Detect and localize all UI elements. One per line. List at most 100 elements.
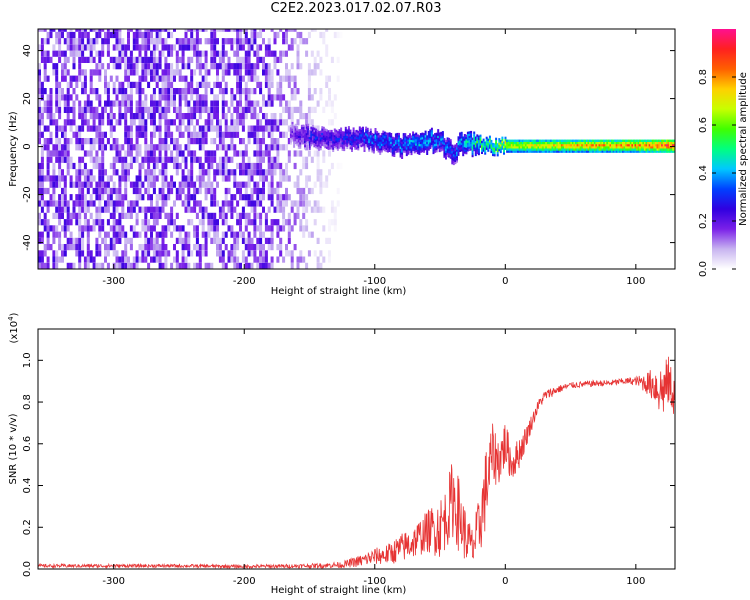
ridge-pixel [419, 133, 422, 136]
ridge-pixel [300, 129, 303, 132]
noise-pixel [118, 181, 122, 188]
ridge-pixel [474, 153, 477, 157]
ridge-pixel [424, 143, 427, 146]
noise-pixel [193, 262, 197, 269]
ridge-pixel [515, 150, 518, 153]
noise-pixel [195, 119, 199, 126]
ridge-pixel [556, 139, 559, 142]
noise-pixel [175, 212, 179, 219]
ridge-pixel [360, 144, 363, 148]
noise-pixel [244, 100, 248, 107]
ridge-pixel [437, 146, 440, 149]
ridge-pixel [374, 138, 377, 142]
noise-pixel [135, 100, 139, 107]
noise-pixel [218, 50, 222, 57]
noise-pixel [201, 212, 205, 219]
ridge-pixel [332, 145, 335, 148]
ridge-pixel [329, 136, 332, 139]
noise-pixel [147, 250, 151, 257]
noise-pixel [63, 94, 67, 101]
noise-pixel [250, 44, 254, 51]
ridge-pixel [362, 131, 364, 134]
noise-pixel [198, 38, 202, 45]
ridge-pixel [377, 132, 380, 136]
noise-pixel [216, 250, 219, 257]
ridge-pixel [465, 139, 468, 142]
noise-pixel [299, 38, 303, 45]
noise-pixel [155, 56, 159, 63]
noise-pixel [195, 50, 199, 57]
ridge-pixel [517, 141, 520, 145]
noise-pixel [98, 100, 102, 107]
ridge-pixel [293, 143, 296, 146]
noise-pixel [170, 219, 174, 226]
noise-pixel [173, 138, 176, 145]
noise-pixel [170, 69, 174, 76]
ridge-pixel [645, 144, 648, 147]
noise-pixel [152, 244, 156, 251]
noise-pixel [285, 38, 288, 45]
noise-pixel [307, 113, 311, 120]
noise-pixel [167, 194, 171, 201]
noise-pixel [109, 106, 113, 113]
noise-pixel [307, 31, 311, 39]
noise-pixel [61, 169, 64, 176]
ridge-pixel [549, 150, 552, 153]
noise-pixel [38, 200, 41, 207]
noise-pixel [115, 256, 119, 263]
ridge-pixel [615, 141, 618, 145]
ridge-pixel [319, 137, 322, 140]
noise-pixel [150, 63, 153, 70]
noise-pixel [118, 113, 122, 120]
noise-pixel [132, 225, 136, 232]
ridge-pixel [302, 141, 305, 145]
noise-pixel [129, 63, 133, 70]
ridge-pixel [510, 141, 513, 145]
ridge-pixel [462, 151, 465, 154]
noise-pixel [227, 206, 231, 213]
noise-pixel [150, 100, 153, 107]
noise-pixel [175, 125, 179, 132]
ridge-pixel [614, 148, 617, 151]
noise-pixel [173, 144, 176, 151]
ridge-pixel [673, 139, 675, 142]
noise-pixel [83, 262, 87, 269]
noise-pixel [164, 63, 168, 70]
ridge-pixel [537, 144, 540, 147]
ridge-pixel [311, 135, 314, 139]
noise-pixel [95, 106, 99, 113]
ridge-pixel [665, 148, 668, 151]
ridge-pixel [302, 126, 305, 130]
noise-pixel [147, 31, 151, 39]
noise-pixel [305, 262, 309, 269]
noise-pixel [233, 29, 237, 32]
ridge-pixel [470, 143, 473, 147]
ridge-pixel [596, 139, 599, 142]
ridge-pixel [321, 139, 324, 142]
ridge-pixel [560, 146, 563, 149]
noise-pixel [256, 212, 260, 219]
noise-pixel [210, 138, 214, 145]
ridge-pixel [476, 134, 479, 137]
noise-pixel [52, 194, 56, 201]
ridge-pixel [474, 149, 477, 152]
ridge-pixel [390, 137, 393, 140]
noise-pixel [164, 212, 168, 219]
ridge-pixel [346, 135, 349, 139]
ridge-pixel [432, 138, 435, 142]
noise-pixel [58, 256, 62, 263]
ridge-pixel [307, 123, 310, 127]
noise-pixel [101, 150, 105, 157]
noise-pixel [227, 175, 231, 182]
noise-pixel [178, 100, 182, 107]
ridge-pixel [653, 141, 656, 145]
noise-pixel [230, 29, 234, 32]
ridge-pixel [637, 141, 640, 145]
noise-pixel [81, 113, 85, 120]
noise-pixel [175, 56, 179, 63]
ridge-pixel [435, 132, 438, 136]
ridge-pixel [456, 147, 458, 150]
noise-pixel [201, 81, 205, 88]
ridge-pixel [369, 143, 372, 146]
